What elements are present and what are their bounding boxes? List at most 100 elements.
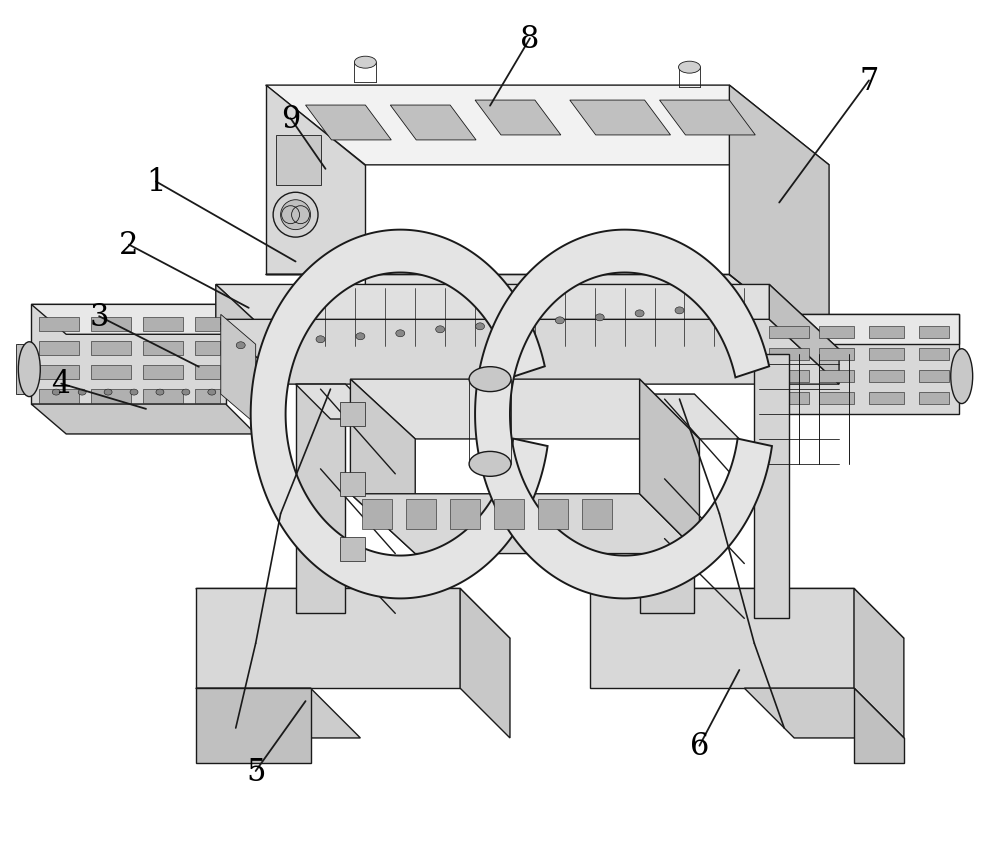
Polygon shape (494, 499, 524, 529)
Polygon shape (143, 365, 183, 380)
Polygon shape (195, 390, 220, 403)
Ellipse shape (78, 390, 86, 396)
Polygon shape (296, 385, 345, 614)
Polygon shape (91, 318, 131, 332)
Polygon shape (306, 106, 391, 141)
Polygon shape (196, 589, 460, 689)
Polygon shape (640, 395, 694, 614)
Polygon shape (406, 499, 436, 529)
Polygon shape (869, 392, 904, 404)
Ellipse shape (396, 330, 405, 338)
Polygon shape (39, 318, 79, 332)
Ellipse shape (52, 390, 60, 396)
Text: 4: 4 (52, 369, 71, 399)
Polygon shape (340, 403, 365, 426)
Polygon shape (91, 390, 131, 403)
Polygon shape (869, 327, 904, 339)
Polygon shape (196, 689, 311, 763)
Ellipse shape (476, 323, 485, 330)
Text: 2: 2 (119, 230, 139, 261)
Polygon shape (216, 285, 839, 349)
Polygon shape (340, 537, 365, 561)
Ellipse shape (276, 339, 285, 346)
Polygon shape (196, 589, 510, 639)
Text: 3: 3 (89, 301, 109, 333)
Polygon shape (475, 230, 772, 598)
Polygon shape (759, 315, 959, 414)
Polygon shape (216, 285, 286, 385)
Ellipse shape (679, 62, 700, 74)
Text: 7: 7 (859, 66, 879, 97)
Ellipse shape (469, 367, 511, 392)
Polygon shape (729, 86, 829, 354)
Polygon shape (39, 390, 79, 403)
Text: 8: 8 (520, 24, 540, 55)
Polygon shape (819, 327, 854, 339)
Ellipse shape (515, 321, 524, 327)
Polygon shape (31, 404, 256, 435)
Polygon shape (390, 106, 476, 141)
Polygon shape (143, 318, 183, 332)
Polygon shape (276, 136, 320, 186)
Polygon shape (91, 342, 131, 356)
Ellipse shape (273, 193, 318, 238)
Ellipse shape (356, 333, 365, 340)
Polygon shape (590, 589, 904, 639)
Polygon shape (195, 318, 220, 332)
Polygon shape (296, 385, 380, 419)
Polygon shape (640, 395, 739, 440)
Polygon shape (919, 371, 949, 382)
Polygon shape (266, 86, 365, 275)
Ellipse shape (281, 201, 311, 230)
Ellipse shape (354, 57, 376, 69)
Polygon shape (266, 275, 829, 354)
Polygon shape (582, 499, 612, 529)
Polygon shape (538, 499, 568, 529)
Ellipse shape (715, 305, 724, 311)
Polygon shape (350, 495, 699, 554)
Polygon shape (195, 342, 220, 356)
Polygon shape (819, 371, 854, 382)
Polygon shape (769, 349, 809, 360)
Ellipse shape (104, 390, 112, 396)
Polygon shape (31, 305, 226, 404)
Polygon shape (769, 285, 839, 385)
Ellipse shape (436, 327, 445, 333)
Polygon shape (251, 230, 548, 598)
Polygon shape (216, 320, 839, 385)
Ellipse shape (316, 337, 325, 344)
Ellipse shape (18, 343, 40, 398)
Polygon shape (819, 349, 854, 360)
Polygon shape (31, 305, 256, 335)
Polygon shape (221, 315, 256, 425)
Ellipse shape (951, 349, 973, 404)
Ellipse shape (469, 452, 511, 477)
Polygon shape (266, 86, 829, 165)
Polygon shape (91, 365, 131, 380)
Polygon shape (869, 371, 904, 382)
Polygon shape (143, 390, 183, 403)
Polygon shape (39, 342, 79, 356)
Polygon shape (854, 689, 904, 763)
Polygon shape (460, 589, 510, 738)
Ellipse shape (182, 390, 190, 396)
Polygon shape (475, 101, 561, 136)
Polygon shape (450, 499, 480, 529)
Text: 1: 1 (146, 167, 166, 197)
Polygon shape (362, 499, 392, 529)
Ellipse shape (675, 307, 684, 315)
Polygon shape (640, 380, 699, 554)
Text: 9: 9 (281, 104, 300, 135)
Text: 5: 5 (246, 755, 265, 787)
Polygon shape (195, 365, 220, 380)
Ellipse shape (595, 315, 604, 322)
Ellipse shape (208, 390, 216, 396)
Polygon shape (854, 589, 904, 738)
Polygon shape (919, 327, 949, 339)
Polygon shape (590, 589, 854, 689)
Polygon shape (39, 365, 79, 380)
Ellipse shape (635, 311, 644, 317)
Polygon shape (340, 473, 365, 496)
Polygon shape (919, 392, 949, 404)
Ellipse shape (236, 343, 245, 349)
